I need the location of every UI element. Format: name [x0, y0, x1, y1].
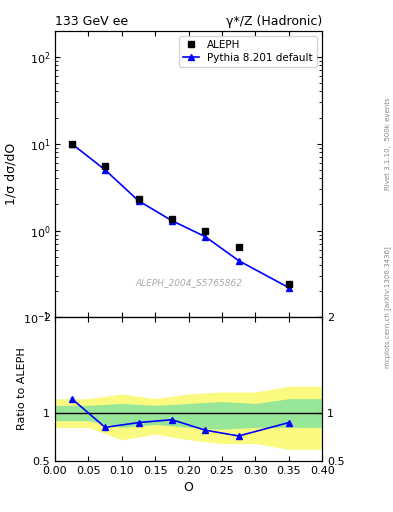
Pythia 8.201 default [69, 141, 74, 147]
Text: Rivet 3.1.10,  500k events: Rivet 3.1.10, 500k events [385, 97, 391, 189]
Y-axis label: Ratio to ALEPH: Ratio to ALEPH [17, 348, 27, 431]
ALEPH [170, 216, 174, 222]
Legend: ALEPH, Pythia 8.201 default: ALEPH, Pythia 8.201 default [179, 36, 317, 68]
X-axis label: O: O [184, 481, 194, 494]
Pythia 8.201 default [203, 233, 208, 240]
Text: γ*/Z (Hadronic): γ*/Z (Hadronic) [226, 15, 322, 28]
Line: ALEPH: ALEPH [69, 141, 292, 288]
ALEPH [103, 163, 108, 169]
ALEPH [237, 244, 241, 250]
Pythia 8.201 default [170, 218, 174, 224]
Line: Pythia 8.201 default: Pythia 8.201 default [69, 141, 292, 290]
ALEPH [203, 227, 208, 233]
Text: ALEPH_2004_S5765862: ALEPH_2004_S5765862 [135, 279, 242, 288]
Y-axis label: 1/σ dσ/dO: 1/σ dσ/dO [5, 143, 18, 205]
ALEPH [136, 196, 141, 202]
Pythia 8.201 default [103, 167, 108, 173]
ALEPH [286, 281, 291, 287]
Pythia 8.201 default [286, 285, 291, 291]
Text: mcplots.cern.ch [arXiv:1306.3436]: mcplots.cern.ch [arXiv:1306.3436] [384, 246, 391, 368]
ALEPH [69, 141, 74, 147]
Pythia 8.201 default [237, 258, 241, 264]
Text: 133 GeV ee: 133 GeV ee [55, 15, 128, 28]
Pythia 8.201 default [136, 198, 141, 204]
